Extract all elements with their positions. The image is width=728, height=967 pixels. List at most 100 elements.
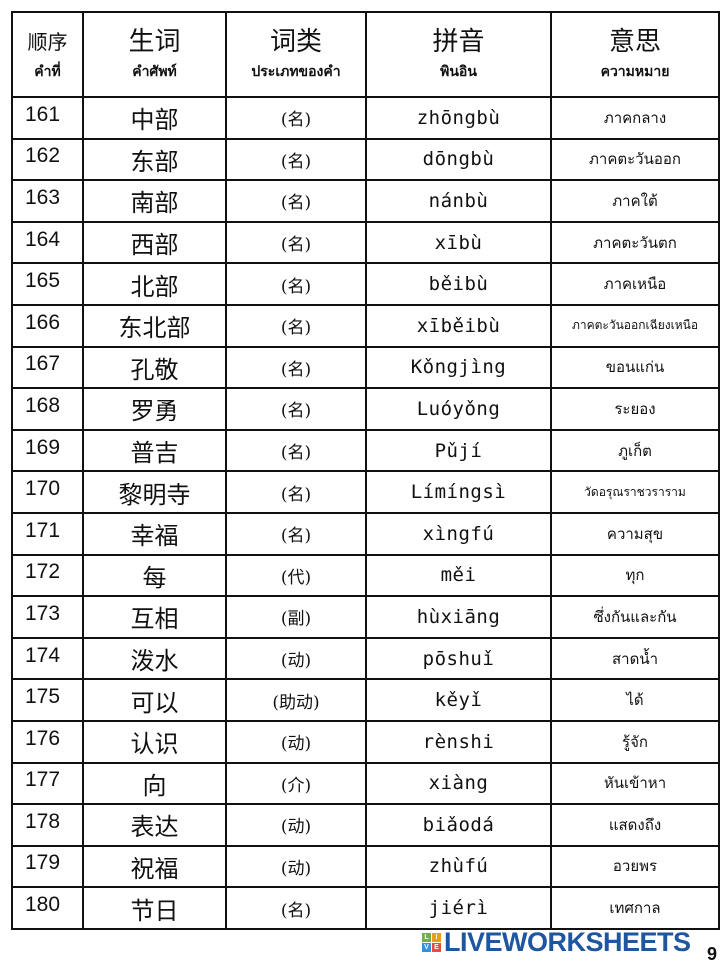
row-number: 180: [11, 883, 84, 927]
pinyin-cell: dōngbù: [365, 137, 552, 182]
table-row: 164 西部 (名) xībù ภาคตะวันตก: [11, 217, 720, 265]
logo-icon: L I V E: [422, 933, 441, 952]
page-number: 9: [707, 944, 718, 964]
pinyin-cell: kěyǐ: [365, 678, 552, 722]
word-cell: 幸福: [82, 511, 227, 556]
part-of-speech-cell: (名): [225, 387, 367, 431]
part-of-speech-cell: (动): [225, 636, 367, 681]
table-row: 162 东部 (名) dōngbù ภาคตะวันออก: [11, 134, 720, 182]
part-of-speech-cell: (名): [225, 428, 367, 473]
pinyin-cell: Kǒngjìng: [365, 345, 552, 390]
row-number: 170: [11, 467, 84, 511]
meaning-cell: ระยอง: [550, 387, 720, 431]
logo-letter: I: [432, 933, 441, 942]
table-row: 171 幸福 (名) xìngfú ความสุข: [11, 508, 720, 556]
table-row: 178 表达 (动) biǎodá แสดงถึง: [11, 800, 720, 847]
pinyin-cell: xībù: [365, 220, 552, 265]
row-number: 166: [11, 300, 84, 345]
meaning-cell: สาดน้ำ: [550, 636, 720, 681]
row-number: 161: [11, 93, 84, 137]
liveworksheets-logo: L I V E LIVEWORKSHEETS: [422, 927, 691, 958]
part-of-speech-cell: (名): [225, 303, 367, 348]
header-pinyin: 拼音 พินอิน: [365, 11, 552, 98]
row-number: 179: [11, 841, 84, 886]
part-of-speech-cell: (名): [225, 886, 367, 930]
table-row: 175 可以 (助动) kěyǐ ได้: [11, 675, 720, 722]
header-pinyin-zh: 拼音: [432, 26, 485, 57]
meaning-cell: ขอนแก่น: [550, 345, 720, 390]
header-order: 顺序 คำที่: [11, 11, 84, 98]
header-word: 生词 คำศัพท์: [82, 11, 227, 98]
row-number: 177: [11, 758, 84, 803]
part-of-speech-cell: (代): [225, 553, 367, 598]
word-cell: 中部: [82, 96, 227, 140]
part-of-speech-cell: (动): [225, 844, 367, 889]
part-of-speech-cell: (助动): [225, 678, 367, 722]
row-number: 163: [11, 176, 84, 220]
meaning-cell: ทุก: [550, 553, 720, 598]
word-cell: 东部: [82, 137, 227, 182]
header-pos-zh: 词类: [269, 26, 322, 57]
row-number: 173: [11, 592, 84, 636]
meaning-cell: ความสุข: [550, 511, 720, 556]
header-row: 顺序 คำที่ 生词 คำศัพท์ 词类 ประเภทของคำ 拼音 พินอิน…: [11, 11, 720, 98]
word-cell: 节日: [82, 886, 227, 930]
logo-letter: L: [422, 933, 431, 942]
header-word-zh: 生词: [128, 26, 181, 57]
header-pos-th: ประเภทของคำ: [251, 62, 341, 79]
row-number: 168: [11, 384, 84, 428]
table-row: 177 向 (介) xiàng หันเข้าหา: [11, 758, 720, 806]
logo-letter: E: [432, 943, 441, 952]
header-meaning-zh: 意思: [608, 26, 661, 57]
header-meaning-th: ความหมาย: [600, 62, 670, 79]
word-cell: 表达: [82, 803, 227, 847]
pinyin-cell: xìngfú: [365, 511, 552, 556]
table-row: 180 节日 (名) jiérì เทศกาล: [11, 883, 720, 930]
part-of-speech-cell: (名): [225, 262, 367, 306]
word-cell: 认识: [82, 719, 227, 764]
header-order-zh: 顺序: [27, 29, 68, 54]
word-cell: 可以: [82, 678, 227, 722]
row-number: 174: [11, 633, 84, 678]
pinyin-cell: Límíngsì: [365, 470, 552, 514]
word-cell: 向: [82, 761, 227, 806]
table-row: 173 互相 (副) hùxiāng ซึ่งกันและกัน: [11, 592, 720, 639]
table-row: 174 泼水 (动) pōshuǐ สาดน้ำ: [11, 633, 720, 681]
row-number: 171: [11, 508, 84, 553]
meaning-cell: ภูเก็ต: [550, 428, 720, 473]
row-number: 164: [11, 217, 84, 262]
table-row: 163 南部 (名) nánbù ภาคใต้: [11, 176, 720, 223]
part-of-speech-cell: (名): [225, 220, 367, 265]
pinyin-cell: zhùfú: [365, 844, 552, 889]
pinyin-cell: pōshuǐ: [365, 636, 552, 681]
table-row: 170 黎明寺 (名) Límíngsì วัดอรุณราชวราราม: [11, 467, 720, 514]
pinyin-cell: zhōngbù: [365, 96, 552, 140]
pinyin-cell: hùxiāng: [365, 595, 552, 639]
word-cell: 普吉: [82, 428, 227, 473]
part-of-speech-cell: (名): [225, 179, 367, 223]
row-number: 162: [11, 134, 84, 179]
part-of-speech-cell: (动): [225, 719, 367, 764]
meaning-cell: แสดงถึง: [550, 803, 720, 847]
meaning-cell: ภาคเหนือ: [550, 262, 720, 306]
pinyin-cell: jiérì: [365, 886, 552, 930]
part-of-speech-cell: (动): [225, 803, 367, 847]
word-cell: 黎明寺: [82, 470, 227, 514]
pinyin-cell: měi: [365, 553, 552, 598]
meaning-cell: ภาคตะวันออก: [550, 137, 720, 182]
word-cell: 北部: [82, 262, 227, 306]
word-cell: 南部: [82, 179, 227, 223]
header-word-th: คำศัพท์: [132, 62, 177, 79]
word-cell: 西部: [82, 220, 227, 265]
pinyin-cell: nánbù: [365, 179, 552, 223]
meaning-cell: ภาคกลาง: [550, 96, 720, 140]
row-number: 165: [11, 259, 84, 303]
part-of-speech-cell: (名): [225, 511, 367, 556]
pinyin-cell: xīběibù: [365, 303, 552, 348]
meaning-cell: ภาคใต้: [550, 179, 720, 223]
header-order-th: คำที่: [34, 62, 61, 79]
part-of-speech-cell: (名): [225, 345, 367, 390]
row-number: 167: [11, 342, 84, 387]
pinyin-cell: rènshi: [365, 719, 552, 764]
table-row: 169 普吉 (名) Pǔjí ภูเก็ต: [11, 425, 720, 473]
